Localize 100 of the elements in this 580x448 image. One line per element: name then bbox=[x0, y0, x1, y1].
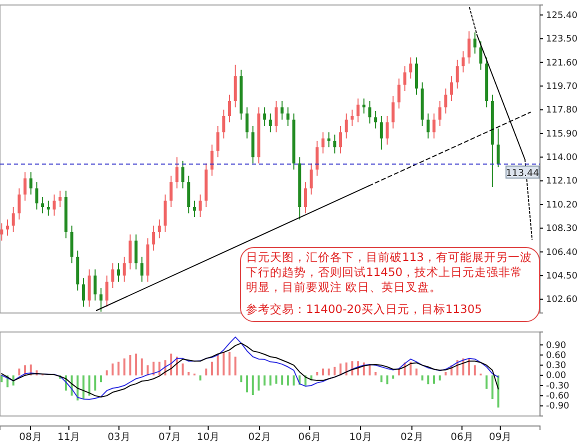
bar bbox=[210, 362, 213, 376]
bar bbox=[468, 358, 470, 376]
y-tick-label: 123.50 bbox=[546, 34, 578, 45]
bar bbox=[427, 375, 430, 384]
candlestick bbox=[41, 196, 44, 214]
x-tick-label: 06月 bbox=[450, 432, 474, 444]
bar bbox=[292, 375, 295, 386]
bar bbox=[118, 362, 120, 376]
bar bbox=[345, 362, 348, 376]
candlestick bbox=[175, 156, 178, 189]
candlestick bbox=[29, 172, 32, 196]
bar bbox=[123, 358, 126, 376]
y-tick-label: 0.60 bbox=[546, 350, 566, 361]
candlestick bbox=[304, 182, 307, 214]
candlestick bbox=[333, 134, 336, 154]
candlestick bbox=[450, 76, 454, 102]
bar bbox=[340, 364, 342, 376]
candlestick bbox=[94, 268, 97, 302]
candlestick bbox=[426, 112, 430, 139]
candlestick bbox=[327, 132, 330, 148]
candlestick bbox=[246, 106, 249, 139]
candlestick bbox=[210, 144, 214, 176]
candlestick bbox=[397, 78, 400, 109]
bar bbox=[106, 370, 108, 376]
bar bbox=[129, 355, 132, 376]
ref-line-label: 113.44 bbox=[506, 168, 540, 180]
candlestick bbox=[105, 275, 108, 308]
bar bbox=[205, 368, 208, 376]
candlestick bbox=[286, 106, 290, 126]
candlestick bbox=[468, 30, 471, 64]
x-tick-label: 08月 bbox=[19, 432, 42, 444]
bar bbox=[152, 362, 155, 376]
bar bbox=[497, 375, 500, 408]
candlestick bbox=[12, 206, 15, 232]
bar bbox=[94, 375, 96, 391]
x-tick-label: 03月 bbox=[108, 432, 130, 444]
candlestick bbox=[0, 222, 4, 242]
bar bbox=[415, 368, 418, 376]
bar bbox=[316, 372, 318, 376]
candlestick bbox=[432, 112, 436, 139]
candlestick bbox=[111, 262, 114, 289]
bar bbox=[246, 375, 248, 392]
bar bbox=[146, 365, 149, 376]
y-tick-label: -0.30 bbox=[546, 381, 570, 392]
candlestick bbox=[322, 132, 324, 154]
candlestick bbox=[380, 115, 383, 150]
y-tick-label: 119.70 bbox=[546, 82, 578, 92]
candlestick bbox=[344, 112, 348, 139]
y-tick-label: 108.30 bbox=[546, 224, 578, 234]
y-tick-label: 110.20 bbox=[546, 200, 578, 210]
bar bbox=[135, 354, 138, 376]
bar bbox=[258, 375, 260, 391]
y-tick-label: 104.50 bbox=[546, 271, 578, 282]
bar bbox=[100, 375, 102, 382]
candlestick bbox=[158, 218, 161, 239]
candlestick bbox=[310, 162, 313, 196]
bar bbox=[222, 352, 225, 376]
candlestick bbox=[198, 194, 202, 218]
y-tick-label: 0.30 bbox=[546, 361, 566, 372]
bar bbox=[486, 375, 488, 389]
y-tick-label: 0.90 bbox=[546, 340, 566, 351]
x-tick-label: 10月 bbox=[196, 432, 220, 444]
y-tick-label: 125.40 bbox=[546, 10, 578, 21]
candlestick bbox=[356, 98, 360, 123]
candlestick bbox=[316, 140, 319, 176]
bar bbox=[0, 375, 3, 382]
candlestick bbox=[152, 225, 156, 252]
candlestick bbox=[58, 190, 62, 208]
candlestick bbox=[496, 128, 500, 168]
y-tick-label: 0.00 bbox=[546, 371, 566, 382]
candlestick bbox=[403, 66, 406, 92]
candlestick bbox=[462, 50, 465, 73]
candlestick bbox=[362, 98, 366, 114]
candlestick bbox=[192, 200, 196, 218]
candlestick bbox=[392, 96, 395, 129]
candlestick bbox=[216, 125, 220, 158]
candlestick bbox=[18, 188, 21, 220]
bar bbox=[88, 375, 90, 396]
y-tick-label: 117.80 bbox=[546, 106, 578, 116]
bar bbox=[328, 368, 330, 376]
candlestick bbox=[473, 32, 476, 54]
candlestick bbox=[82, 278, 85, 308]
x-tick-label: 10月 bbox=[349, 432, 372, 444]
annotation: 参考交易：11400-20买入日元，目标11305 bbox=[246, 302, 483, 317]
bar bbox=[140, 358, 143, 376]
bar bbox=[112, 364, 114, 376]
candlestick bbox=[350, 109, 354, 126]
bar bbox=[158, 362, 160, 376]
y-tick-label: 102.60 bbox=[546, 295, 578, 306]
bar bbox=[188, 372, 190, 376]
candlestick bbox=[368, 100, 372, 124]
y-tick-label: 112.10 bbox=[546, 176, 578, 187]
candlestick bbox=[374, 110, 378, 129]
candlestick bbox=[122, 256, 126, 282]
candlestick bbox=[228, 94, 232, 123]
bar bbox=[264, 375, 266, 386]
candlestick bbox=[479, 40, 482, 70]
x-tick-label: 06月 bbox=[298, 432, 322, 444]
y-tick-label: 106.40 bbox=[546, 248, 578, 258]
bar bbox=[216, 355, 219, 376]
